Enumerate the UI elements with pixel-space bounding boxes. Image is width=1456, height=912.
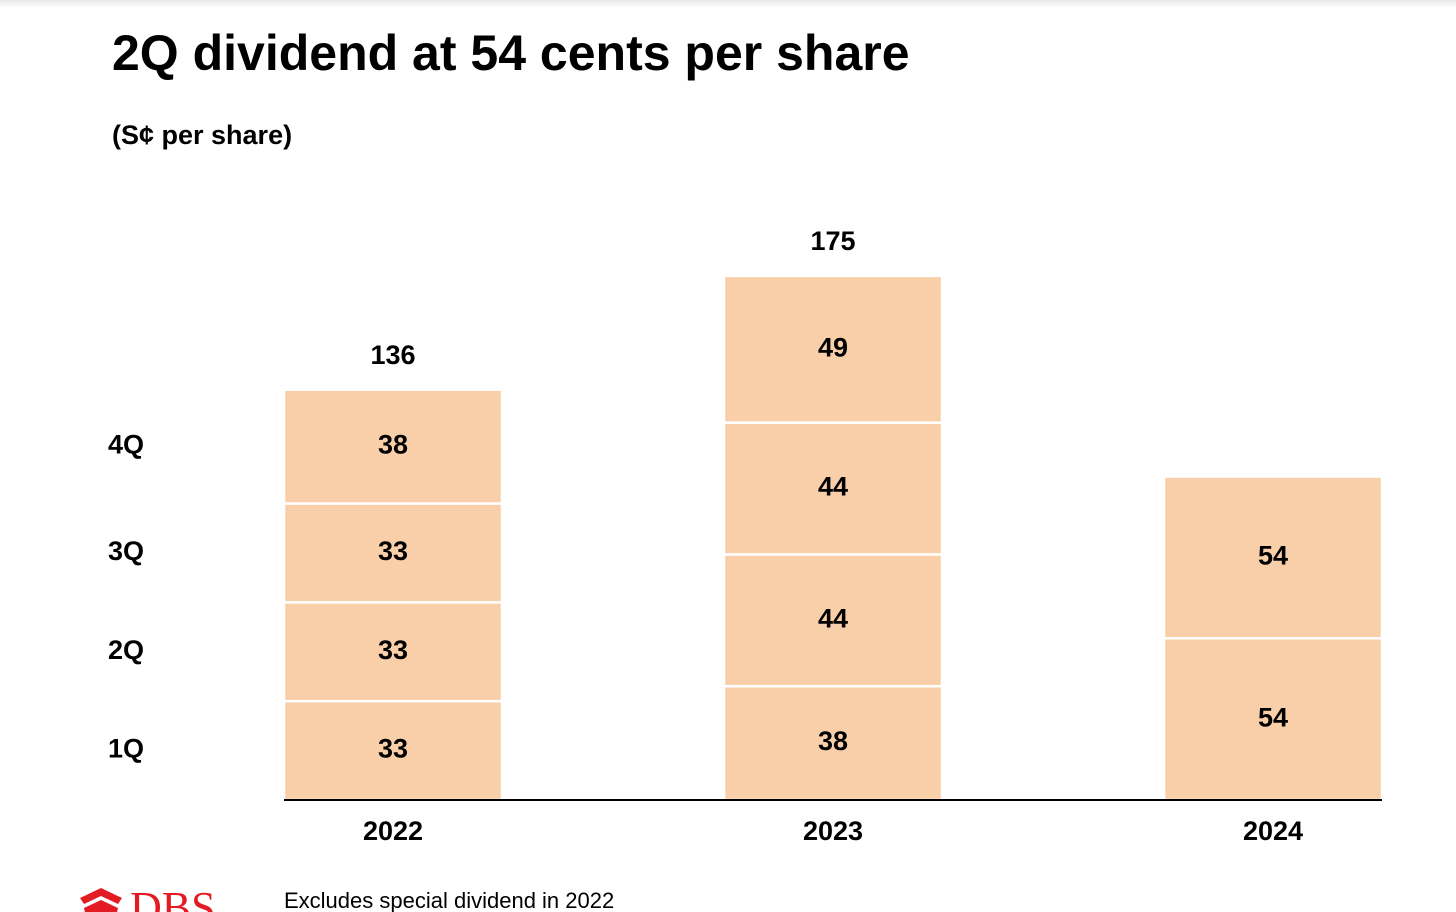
unit-label: (S¢ per share) xyxy=(112,120,293,150)
legend-label-3q: 3Q xyxy=(108,536,144,566)
segment-label-2023-4q: 49 xyxy=(818,332,848,362)
segment-label-2023-1q: 38 xyxy=(818,726,848,756)
bar-segment-2024-2q xyxy=(1162,475,1384,640)
bar-segment-2023-2q xyxy=(722,553,944,688)
bar-segment-2022-4q xyxy=(282,388,504,505)
segment-label-2024-2q: 54 xyxy=(1258,541,1288,571)
dbs-logo: DBS xyxy=(78,884,248,912)
segment-label-2022-3q: 33 xyxy=(378,536,408,566)
bar-segment-2022-2q xyxy=(282,601,504,703)
total-label-2023: 175 xyxy=(810,226,855,256)
segment-label-2022-1q: 33 xyxy=(378,734,408,764)
category-label-2023: 2023 xyxy=(803,816,863,846)
top-shade xyxy=(0,0,1456,8)
bar-segment-2023-3q xyxy=(722,421,944,556)
total-label-2022: 136 xyxy=(370,340,415,370)
legend-label-1q: 1Q xyxy=(108,734,144,764)
footnote: Excludes special dividend in 2022 xyxy=(284,888,615,912)
segment-label-2023-3q: 44 xyxy=(818,472,848,502)
dbs-logo-text: DBS xyxy=(130,884,216,912)
segment-label-2022-2q: 33 xyxy=(378,635,408,665)
segment-label-2023-2q: 44 xyxy=(818,603,848,633)
bar-segment-2022-3q xyxy=(282,502,504,604)
dbs-star-logo-icon xyxy=(80,888,122,912)
legend-label-2q: 2Q xyxy=(108,635,144,665)
category-label-2022: 2022 xyxy=(363,816,423,846)
bar-segment-2023-4q xyxy=(722,274,944,424)
segment-label-2024-1q: 54 xyxy=(1258,702,1288,732)
segment-label-2022-4q: 38 xyxy=(378,430,408,460)
bar-segment-2023-1q xyxy=(722,684,944,802)
category-label-2024: 2024 xyxy=(1243,816,1303,846)
page-title: 2Q dividend at 54 cents per share xyxy=(112,25,910,81)
legend-label-4q: 4Q xyxy=(108,430,144,460)
